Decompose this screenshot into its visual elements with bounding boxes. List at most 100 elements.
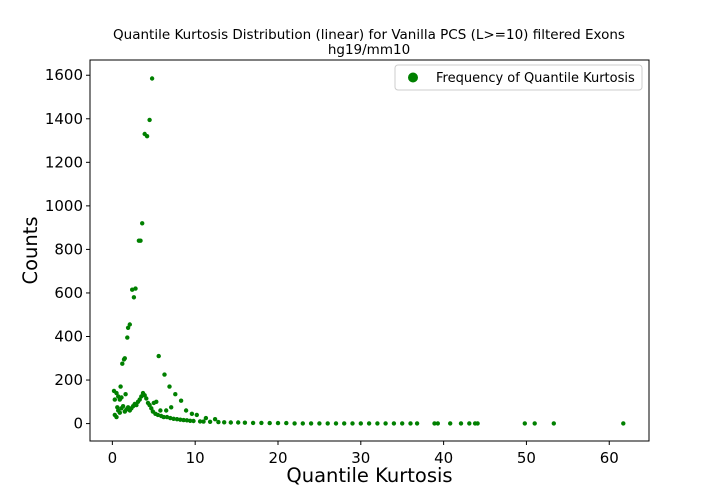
data-point [475,421,480,426]
data-point [164,408,169,413]
data-point [408,421,413,426]
data-point [120,404,126,409]
y-axis-ticks: 0 200 400 600 800 1000 1200 1400 1600 [45,66,90,433]
data-point [134,402,139,408]
data-point [140,221,145,226]
data-point [184,418,190,423]
data-point [222,420,227,425]
data-point [147,117,152,123]
data-point [127,322,132,327]
data-point [400,421,405,426]
data-point [275,420,281,426]
chart-title: Quantile Kurtosis Distribution (linear) … [113,27,625,43]
data-point [171,416,176,421]
data-point [123,392,128,397]
x-tick-label: 50 [517,449,536,467]
data-point [333,421,339,426]
data-point [169,405,174,410]
data-point [119,395,124,400]
x-axis-label: Quantile Kurtosis [286,464,452,487]
data-point [181,417,186,423]
data-point [308,421,314,426]
data-point [191,418,196,424]
data-point [131,295,137,300]
data-point [414,421,420,426]
data-point [212,417,218,422]
data-point [138,238,143,243]
data-point [120,361,125,366]
data-point [139,394,144,399]
data-point [250,420,256,426]
plot-area-frame [89,59,650,442]
data-point [197,419,203,424]
data-point [350,421,355,426]
data-point [112,397,118,402]
data-point [114,390,119,396]
data-point [144,134,150,139]
data-point [317,421,322,426]
y-tick-label: 1600 [45,66,83,84]
data-point [259,420,264,426]
data-point [432,421,437,426]
x-tick-label: 30 [351,449,370,467]
data-point [149,406,154,411]
data-point [242,420,248,425]
legend-marker [408,72,418,83]
data-point [173,392,178,397]
data-point [133,286,138,291]
data-point [532,421,537,426]
data-point [130,287,135,292]
data-point [125,335,130,340]
data-point [174,417,180,422]
data-point [391,421,397,426]
data-point [118,384,123,389]
data-point [162,372,167,377]
y-tick-label: 600 [54,284,83,302]
x-axis-ticks: 0 10 20 30 40 50 60 [108,441,619,467]
data-point [300,421,305,426]
data-point [183,408,189,413]
data-point [158,408,163,413]
data-point [188,418,193,423]
data-point [168,415,173,421]
data-point [325,421,330,426]
data-point [358,421,363,426]
y-tick-label: 1400 [45,110,83,128]
data-point [551,421,556,426]
data-point [342,421,347,426]
data-point [144,396,149,401]
data-point [448,421,453,426]
data-point [189,411,195,416]
data-point [236,420,241,425]
y-tick-label: 400 [54,327,83,345]
data-point [228,420,233,425]
x-tick-label: 20 [268,449,287,467]
legend: Frequency of Quantile Kurtosis [394,64,643,91]
data-point [207,419,213,424]
y-axis-label: Counts [19,216,42,284]
data-point [435,421,440,426]
data-point [178,417,183,422]
data-point [267,420,272,426]
chart-subtitle: hg19/mm10 [328,42,410,58]
data-point [216,419,221,425]
scatter-points [111,76,626,426]
legend-label: Frequency of Quantile Kurtosis [436,71,635,86]
data-point [383,421,388,426]
x-tick-label: 60 [600,449,619,467]
data-point [458,421,464,426]
data-point [114,414,119,420]
y-tick-label: 1200 [45,153,83,171]
data-point [621,421,626,426]
data-point [156,353,161,359]
y-tick-label: 0 [73,415,83,433]
data-point [167,384,172,389]
x-tick-label: 10 [186,449,205,467]
data-point [178,398,184,403]
data-point [203,415,209,421]
x-tick-label: 0 [108,449,118,467]
legend-box [394,64,643,91]
data-point [125,325,131,330]
data-point [284,420,289,426]
